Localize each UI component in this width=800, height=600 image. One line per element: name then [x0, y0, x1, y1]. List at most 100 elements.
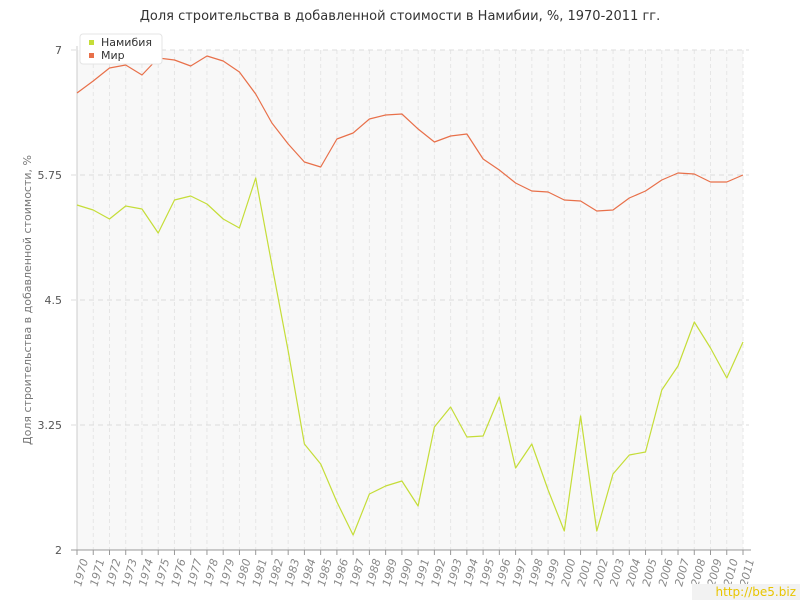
watermark: http://be5.biz	[692, 584, 800, 600]
data-point	[303, 161, 305, 163]
data-point	[157, 232, 159, 234]
plot-area	[77, 50, 743, 550]
data-point	[401, 113, 403, 115]
y-axis-label: Доля строительства в добавленной стоимос…	[21, 155, 34, 445]
y-tick-label: 5.75	[38, 169, 63, 182]
data-point	[401, 480, 403, 482]
data-point	[433, 141, 435, 143]
data-point	[644, 451, 646, 453]
series-lines	[76, 55, 744, 536]
data-point	[563, 199, 565, 201]
data-point	[287, 143, 289, 145]
data-point	[709, 347, 711, 349]
data-point	[661, 389, 663, 391]
data-point	[693, 173, 695, 175]
y-tick-label: 3.25	[38, 419, 63, 432]
data-point	[254, 93, 256, 95]
data-point	[563, 530, 565, 532]
data-point	[206, 55, 208, 57]
data-point	[108, 218, 110, 220]
data-point	[222, 60, 224, 62]
data-point	[108, 67, 110, 69]
data-point	[449, 406, 451, 408]
data-point	[547, 489, 549, 491]
data-point	[368, 493, 370, 495]
data-point	[514, 182, 516, 184]
data-point	[514, 467, 516, 469]
data-point	[628, 197, 630, 199]
data-point	[531, 443, 533, 445]
data-point	[742, 174, 744, 176]
legend-label: Намибия	[101, 36, 152, 49]
data-point	[303, 443, 305, 445]
data-point	[482, 435, 484, 437]
data-point	[271, 264, 273, 266]
data-point	[141, 74, 143, 76]
legend-swatch	[89, 40, 94, 45]
data-point	[612, 209, 614, 211]
data-point	[417, 128, 419, 130]
data-point	[482, 158, 484, 160]
legend-swatch	[89, 53, 94, 58]
data-point	[693, 321, 695, 323]
series-line	[76, 177, 744, 536]
data-point	[141, 208, 143, 210]
data-point	[368, 118, 370, 120]
y-tick-label: 7	[55, 44, 62, 57]
data-point	[190, 65, 192, 67]
data-point	[92, 80, 94, 82]
data-point	[384, 114, 386, 116]
data-point	[319, 166, 321, 168]
data-point	[596, 530, 598, 532]
data-point	[238, 71, 240, 73]
data-point	[742, 341, 744, 343]
data-point	[433, 426, 435, 428]
data-point	[449, 135, 451, 137]
data-point	[319, 463, 321, 465]
data-point	[222, 218, 224, 220]
data-point	[709, 181, 711, 183]
data-point	[173, 199, 175, 201]
data-point	[644, 190, 646, 192]
data-point	[677, 365, 679, 367]
data-point	[677, 172, 679, 174]
data-point	[612, 473, 614, 475]
data-point	[190, 195, 192, 197]
series-line	[76, 55, 744, 212]
data-point	[579, 200, 581, 202]
data-point	[466, 436, 468, 438]
data-point	[76, 92, 78, 94]
data-point	[498, 169, 500, 171]
data-point	[531, 190, 533, 192]
data-point	[466, 133, 468, 135]
data-point	[336, 138, 338, 140]
data-point	[287, 350, 289, 352]
data-point	[352, 534, 354, 536]
data-point	[206, 203, 208, 205]
data-point	[726, 181, 728, 183]
data-point	[726, 377, 728, 379]
data-point	[271, 122, 273, 124]
legend-label: Мир	[101, 49, 125, 62]
data-point	[238, 227, 240, 229]
data-point	[173, 59, 175, 61]
data-point	[125, 205, 127, 207]
data-point	[596, 210, 598, 212]
y-tick-label: 2	[55, 544, 62, 557]
data-point	[352, 132, 354, 134]
data-point	[661, 179, 663, 181]
data-point	[336, 501, 338, 503]
data-point	[498, 396, 500, 398]
data-point	[547, 191, 549, 193]
data-point	[92, 209, 94, 211]
data-point	[417, 505, 419, 507]
grid	[71, 49, 749, 551]
data-point	[254, 177, 256, 179]
data-point	[628, 454, 630, 456]
legend-box	[79, 33, 163, 65]
chart-title: Доля строительства в добавленной стоимос…	[139, 9, 661, 24]
data-point	[579, 415, 581, 417]
y-tick-label: 4.5	[45, 294, 63, 307]
